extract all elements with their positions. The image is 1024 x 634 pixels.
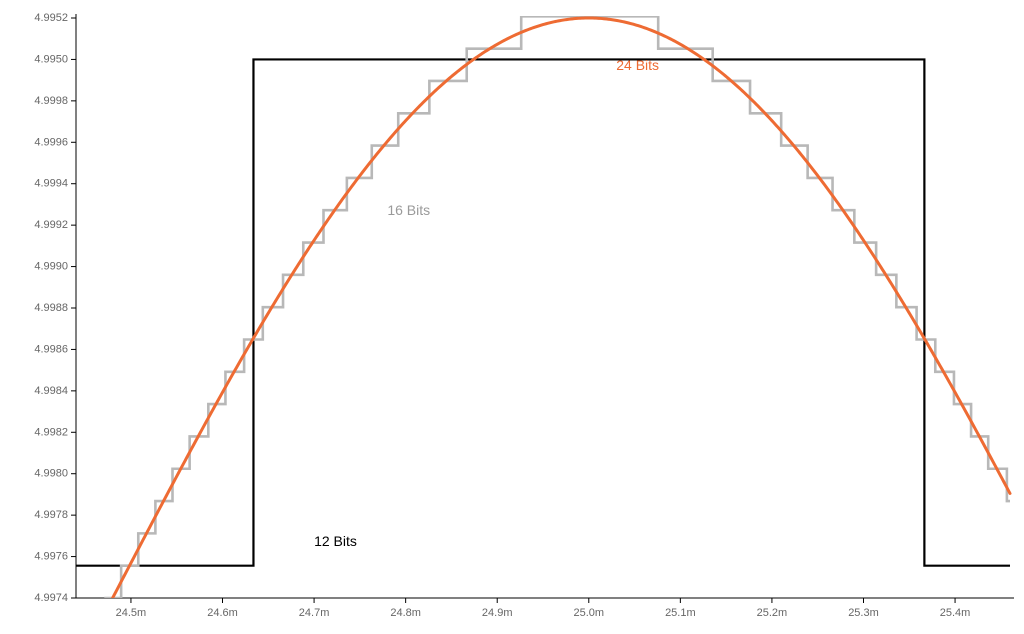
x-tick-label: 25.1m bbox=[665, 607, 696, 619]
series-label-16bit: 16 Bits bbox=[387, 202, 430, 218]
y-tick-label: 4.9976 bbox=[34, 551, 68, 563]
y-tick-label: 4.9978 bbox=[34, 509, 68, 521]
series-label-12bit: 12 Bits bbox=[314, 533, 357, 549]
y-tick-label: 4.9986 bbox=[34, 343, 68, 355]
y-tick-label: 4.9952 bbox=[34, 12, 68, 24]
bit-depth-chart: 4.9974 4.9976 4.9978 4.9980 4.9982 4.9984 4.99… bbox=[0, 0, 1024, 634]
y-tick-label: 4.9974 bbox=[34, 592, 68, 604]
y-tick-label: 4.9980 bbox=[34, 468, 68, 480]
y-tick-label: 4.9984 bbox=[34, 385, 68, 397]
y-tick-label: 4.9988 bbox=[34, 302, 68, 314]
chart-svg: 4.9974 4.9976 4.9978 4.9980 4.9982 4.9984 4.99… bbox=[0, 0, 1024, 634]
x-tick-label: 25.2m bbox=[757, 607, 788, 619]
y-tick-label: 4.9998 bbox=[34, 95, 68, 107]
x-tick-label: 25.3m bbox=[848, 607, 879, 619]
x-tick-label: 24.9m bbox=[482, 607, 513, 619]
x-tick-label: 24.8m bbox=[390, 607, 421, 619]
y-tick-label: 4.9982 bbox=[34, 426, 68, 438]
x-tick-label: 25.0m bbox=[573, 607, 604, 619]
x-tick-label: 24.7m bbox=[299, 607, 330, 619]
x-tick-label: 24.5m bbox=[116, 607, 147, 619]
series-label-24bit: 24 Bits bbox=[616, 57, 659, 73]
y-tick-label: 4.9994 bbox=[34, 178, 68, 190]
x-tick-label: 24.6m bbox=[207, 607, 238, 619]
x-tick-label: 25.4m bbox=[940, 607, 971, 619]
y-tick-label: 4.9990 bbox=[34, 261, 68, 273]
y-tick-label: 4.9996 bbox=[34, 136, 68, 148]
y-tick-label: 4.9992 bbox=[34, 219, 68, 231]
y-tick-label: 4.9950 bbox=[34, 53, 68, 65]
